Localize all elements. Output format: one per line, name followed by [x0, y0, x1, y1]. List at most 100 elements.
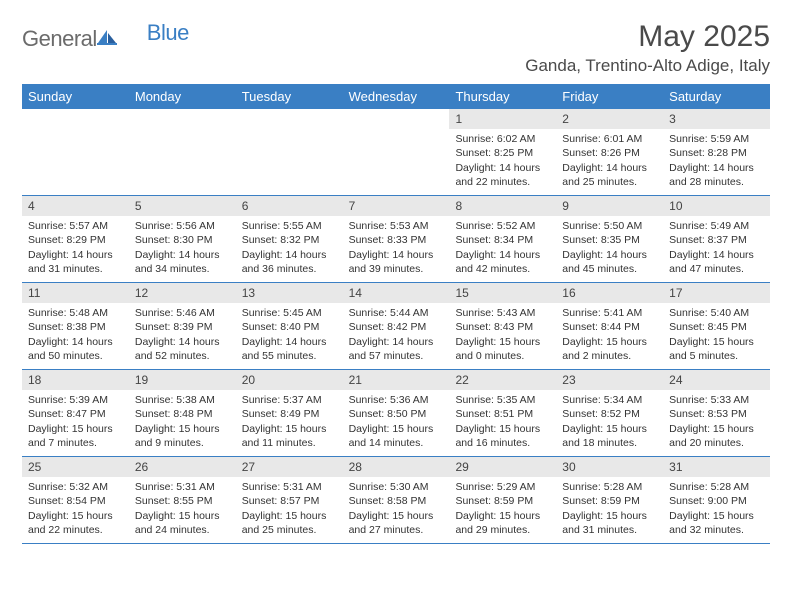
day-cell: 13Sunrise: 5:45 AMSunset: 8:40 PMDayligh… [236, 283, 343, 369]
day-number: 16 [556, 283, 663, 303]
sunset-line: Sunset: 8:58 PM [349, 494, 444, 508]
sunset-line: Sunset: 8:57 PM [242, 494, 337, 508]
logo-text-blue: Blue [147, 20, 189, 46]
day-details: Sunrise: 5:33 AMSunset: 8:53 PMDaylight:… [663, 390, 770, 456]
daylight-line: Daylight: 15 hours and 9 minutes. [135, 422, 230, 450]
day-cell: 30Sunrise: 5:28 AMSunset: 8:59 PMDayligh… [556, 457, 663, 543]
daylight-line: Daylight: 14 hours and 36 minutes. [242, 248, 337, 276]
week-row: 4Sunrise: 5:57 AMSunset: 8:29 PMDaylight… [22, 196, 770, 283]
sunrise-line: Sunrise: 6:01 AM [562, 132, 657, 146]
sunset-line: Sunset: 8:37 PM [669, 233, 764, 247]
sunrise-line: Sunrise: 5:57 AM [28, 219, 123, 233]
sunrise-line: Sunrise: 5:55 AM [242, 219, 337, 233]
weekday-header: Thursday [449, 84, 556, 109]
day-details: Sunrise: 5:28 AMSunset: 8:59 PMDaylight:… [556, 477, 663, 543]
sunset-line: Sunset: 8:43 PM [455, 320, 550, 334]
day-details: Sunrise: 5:31 AMSunset: 8:57 PMDaylight:… [236, 477, 343, 543]
sunset-line: Sunset: 8:40 PM [242, 320, 337, 334]
day-details: Sunrise: 5:50 AMSunset: 8:35 PMDaylight:… [556, 216, 663, 282]
daylight-line: Daylight: 14 hours and 55 minutes. [242, 335, 337, 363]
daylight-line: Daylight: 15 hours and 20 minutes. [669, 422, 764, 450]
calendar-page: General Blue May 2025 Ganda, Trentino-Al… [0, 0, 792, 564]
sunset-line: Sunset: 8:55 PM [135, 494, 230, 508]
day-number: 21 [343, 370, 450, 390]
daylight-line: Daylight: 14 hours and 22 minutes. [455, 161, 550, 189]
sunrise-line: Sunrise: 5:39 AM [28, 393, 123, 407]
day-cell: 28Sunrise: 5:30 AMSunset: 8:58 PMDayligh… [343, 457, 450, 543]
day-details: Sunrise: 5:31 AMSunset: 8:55 PMDaylight:… [129, 477, 236, 543]
sunset-line: Sunset: 8:51 PM [455, 407, 550, 421]
day-cell [22, 109, 129, 195]
sunset-line: Sunset: 8:50 PM [349, 407, 444, 421]
day-details: Sunrise: 5:49 AMSunset: 8:37 PMDaylight:… [663, 216, 770, 282]
day-number: 25 [22, 457, 129, 477]
day-cell: 14Sunrise: 5:44 AMSunset: 8:42 PMDayligh… [343, 283, 450, 369]
sunrise-line: Sunrise: 5:40 AM [669, 306, 764, 320]
weekday-header: Tuesday [236, 84, 343, 109]
day-number: 30 [556, 457, 663, 477]
weekday-header: Saturday [663, 84, 770, 109]
day-details: Sunrise: 5:38 AMSunset: 8:48 PMDaylight:… [129, 390, 236, 456]
day-cell: 31Sunrise: 5:28 AMSunset: 9:00 PMDayligh… [663, 457, 770, 543]
sunset-line: Sunset: 8:48 PM [135, 407, 230, 421]
day-details: Sunrise: 5:55 AMSunset: 8:32 PMDaylight:… [236, 216, 343, 282]
day-number: 20 [236, 370, 343, 390]
sunrise-line: Sunrise: 5:28 AM [562, 480, 657, 494]
day-number: 9 [556, 196, 663, 216]
daylight-line: Daylight: 15 hours and 32 minutes. [669, 509, 764, 537]
sunrise-line: Sunrise: 5:48 AM [28, 306, 123, 320]
sunset-line: Sunset: 8:45 PM [669, 320, 764, 334]
weekday-header: Wednesday [343, 84, 450, 109]
day-details: Sunrise: 5:57 AMSunset: 8:29 PMDaylight:… [22, 216, 129, 282]
daylight-line: Daylight: 14 hours and 28 minutes. [669, 161, 764, 189]
sunset-line: Sunset: 8:26 PM [562, 146, 657, 160]
daylight-line: Daylight: 15 hours and 5 minutes. [669, 335, 764, 363]
day-cell: 12Sunrise: 5:46 AMSunset: 8:39 PMDayligh… [129, 283, 236, 369]
day-cell: 4Sunrise: 5:57 AMSunset: 8:29 PMDaylight… [22, 196, 129, 282]
day-cell: 27Sunrise: 5:31 AMSunset: 8:57 PMDayligh… [236, 457, 343, 543]
sunset-line: Sunset: 8:47 PM [28, 407, 123, 421]
day-cell: 17Sunrise: 5:40 AMSunset: 8:45 PMDayligh… [663, 283, 770, 369]
day-cell: 5Sunrise: 5:56 AMSunset: 8:30 PMDaylight… [129, 196, 236, 282]
sunset-line: Sunset: 8:59 PM [562, 494, 657, 508]
sunset-line: Sunset: 8:25 PM [455, 146, 550, 160]
sunset-line: Sunset: 8:42 PM [349, 320, 444, 334]
daylight-line: Daylight: 15 hours and 22 minutes. [28, 509, 123, 537]
day-cell: 21Sunrise: 5:36 AMSunset: 8:50 PMDayligh… [343, 370, 450, 456]
daylight-line: Daylight: 15 hours and 7 minutes. [28, 422, 123, 450]
day-details: Sunrise: 5:44 AMSunset: 8:42 PMDaylight:… [343, 303, 450, 369]
sunrise-line: Sunrise: 5:44 AM [349, 306, 444, 320]
sunrise-line: Sunrise: 5:36 AM [349, 393, 444, 407]
day-number: 10 [663, 196, 770, 216]
sunrise-line: Sunrise: 5:29 AM [455, 480, 550, 494]
day-details: Sunrise: 5:29 AMSunset: 8:59 PMDaylight:… [449, 477, 556, 543]
day-cell: 18Sunrise: 5:39 AMSunset: 8:47 PMDayligh… [22, 370, 129, 456]
day-cell [343, 109, 450, 195]
day-number: 18 [22, 370, 129, 390]
day-cell: 7Sunrise: 5:53 AMSunset: 8:33 PMDaylight… [343, 196, 450, 282]
daylight-line: Daylight: 14 hours and 52 minutes. [135, 335, 230, 363]
day-number: 6 [236, 196, 343, 216]
week-row: 25Sunrise: 5:32 AMSunset: 8:54 PMDayligh… [22, 457, 770, 544]
calendar-grid: SundayMondayTuesdayWednesdayThursdayFrid… [22, 84, 770, 544]
daylight-line: Daylight: 14 hours and 34 minutes. [135, 248, 230, 276]
daylight-line: Daylight: 14 hours and 50 minutes. [28, 335, 123, 363]
day-cell: 3Sunrise: 5:59 AMSunset: 8:28 PMDaylight… [663, 109, 770, 195]
day-details: Sunrise: 5:46 AMSunset: 8:39 PMDaylight:… [129, 303, 236, 369]
daylight-line: Daylight: 15 hours and 29 minutes. [455, 509, 550, 537]
sunrise-line: Sunrise: 5:30 AM [349, 480, 444, 494]
day-cell: 15Sunrise: 5:43 AMSunset: 8:43 PMDayligh… [449, 283, 556, 369]
day-details: Sunrise: 5:43 AMSunset: 8:43 PMDaylight:… [449, 303, 556, 369]
sunrise-line: Sunrise: 5:41 AM [562, 306, 657, 320]
day-number: 31 [663, 457, 770, 477]
sunrise-line: Sunrise: 5:31 AM [135, 480, 230, 494]
day-details: Sunrise: 5:59 AMSunset: 8:28 PMDaylight:… [663, 129, 770, 195]
day-cell: 22Sunrise: 5:35 AMSunset: 8:51 PMDayligh… [449, 370, 556, 456]
daylight-line: Daylight: 15 hours and 16 minutes. [455, 422, 550, 450]
day-details: Sunrise: 5:39 AMSunset: 8:47 PMDaylight:… [22, 390, 129, 456]
sunrise-line: Sunrise: 5:38 AM [135, 393, 230, 407]
week-row: 18Sunrise: 5:39 AMSunset: 8:47 PMDayligh… [22, 370, 770, 457]
sunrise-line: Sunrise: 5:32 AM [28, 480, 123, 494]
week-row: 1Sunrise: 6:02 AMSunset: 8:25 PMDaylight… [22, 109, 770, 196]
daylight-line: Daylight: 14 hours and 39 minutes. [349, 248, 444, 276]
